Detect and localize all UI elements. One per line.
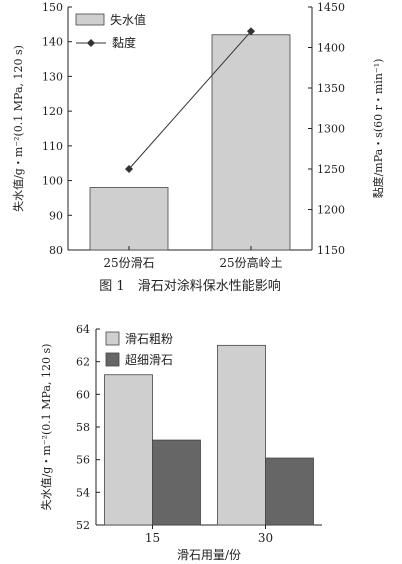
- y-tick-label: 150: [42, 1, 63, 14]
- x-tick-label: 25份高岭土: [219, 255, 282, 270]
- legend-label-water-loss: 失水值: [110, 12, 146, 27]
- x-tick-label: 25份滑石: [103, 256, 154, 270]
- x-axis-title: 滑石用量/份: [177, 548, 241, 562]
- y-tick-label: 58: [76, 421, 90, 434]
- bar-coarse-talc: [104, 374, 153, 526]
- y2-axis-title: 黏度/mPa・s(60 r・min⁻¹): [371, 59, 385, 199]
- y-tick-label: 140: [42, 36, 63, 49]
- point-viscosity: [247, 27, 255, 36]
- y-tick-label: 130: [42, 70, 63, 83]
- bar-water-loss: [211, 34, 291, 251]
- bar-ultrafine-talc: [265, 457, 314, 526]
- y2-tick-label: 1450: [317, 1, 345, 14]
- legend-swatch-ultrafine-talc: [105, 352, 120, 367]
- y-axis-title: 失水值/g・m⁻²(0.1 MPa, 120 s): [12, 45, 25, 212]
- y2-tick-label: 1350: [317, 82, 345, 95]
- y-tick-label: 120: [42, 105, 63, 118]
- y-tick-label: 54: [76, 486, 90, 499]
- point-viscosity: [125, 165, 133, 173]
- chart-talc-dosage: 52 54 56 58 60 62 64 失水值/g・m⁻²(0.1 MPa, 120 s) 1…: [40, 323, 322, 562]
- bar-ultrafine-talc: [152, 439, 201, 526]
- bar-coarse-talc: [217, 344, 266, 526]
- y2-tick-label: 1300: [317, 123, 345, 136]
- x-tick-label: 30: [258, 531, 273, 545]
- y2-tick-label: 1200: [317, 204, 345, 217]
- y2-tick-label: 1250: [317, 163, 345, 176]
- legend-label-viscosity: 黏度: [112, 35, 136, 50]
- chart-water-loss-viscosity: 80 90 100 110 120 130 140 150 1150 1200 1250 1300 13…: [12, 1, 385, 294]
- y-axis-title: 失水值/g・m⁻²(0.1 MPa, 120 s): [40, 344, 53, 511]
- y-tick-label: 100: [42, 175, 63, 188]
- y-tick-label: 52: [76, 519, 90, 532]
- y-tick-label: 60: [76, 388, 90, 401]
- y-tick-label: 62: [76, 356, 90, 369]
- legend-label-ultrafine-talc: 超细滑石: [125, 352, 173, 367]
- legend-marker-viscosity: [87, 39, 95, 47]
- y-tick-label: 90: [49, 209, 63, 222]
- x-tick-label: 15: [145, 531, 160, 545]
- y2-tick-label: 1150: [317, 244, 345, 257]
- y-tick-label: 56: [76, 454, 90, 467]
- legend-swatch-water-loss: [75, 13, 105, 26]
- legend-label-coarse-talc: 滑石粗粉: [125, 332, 173, 346]
- y-tick-label: 110: [42, 140, 63, 153]
- y-tick-label: 80: [49, 244, 63, 257]
- figure-caption: 图 1 滑石对涂料保水性能影响: [99, 278, 280, 294]
- y2-tick-label: 1400: [317, 42, 345, 55]
- bar-water-loss: [89, 187, 169, 251]
- y-tick-label: 64: [76, 323, 90, 336]
- legend-swatch-coarse-talc: [105, 331, 120, 346]
- line-viscosity: [128, 30, 252, 170]
